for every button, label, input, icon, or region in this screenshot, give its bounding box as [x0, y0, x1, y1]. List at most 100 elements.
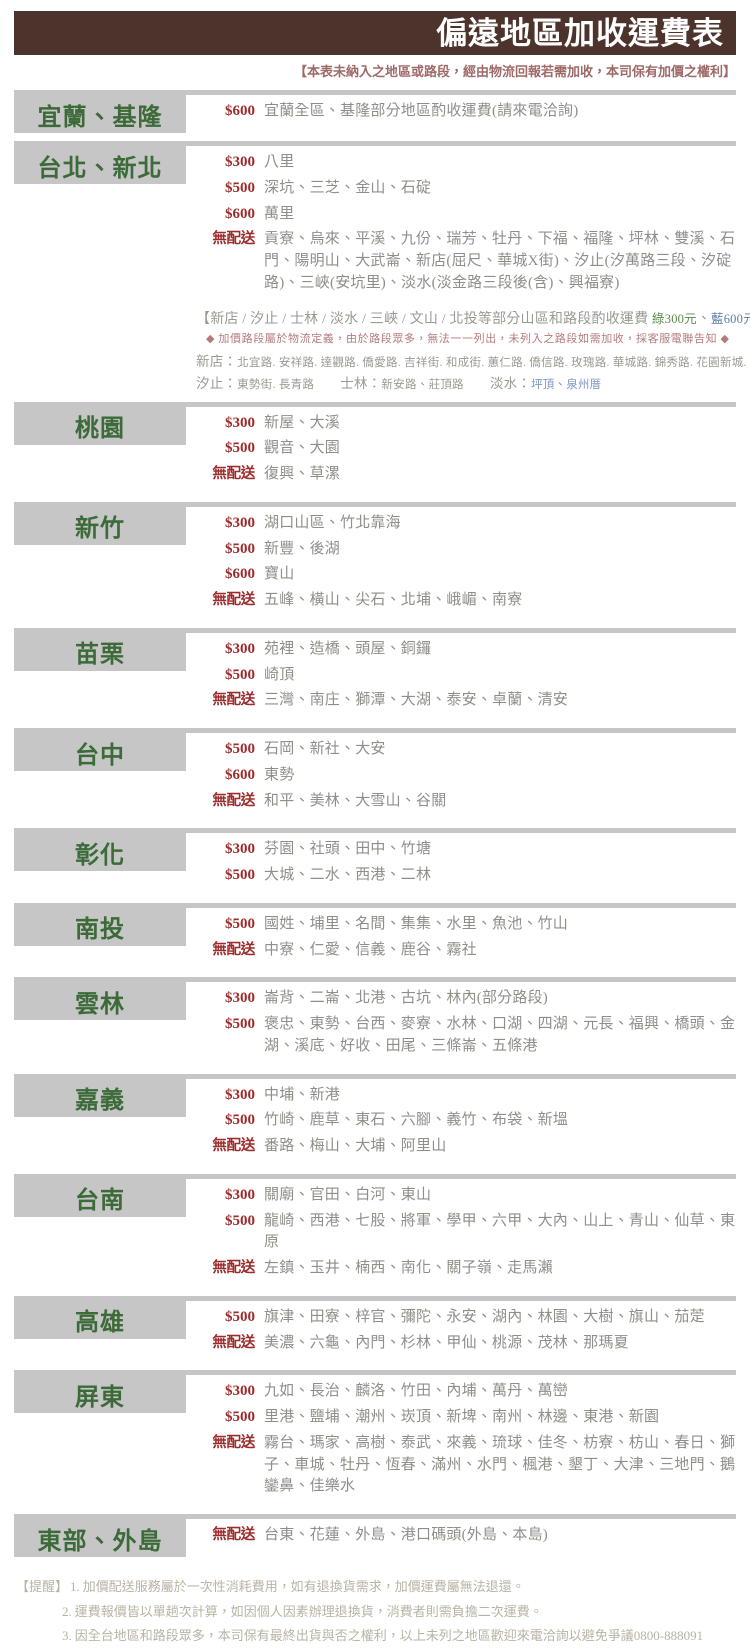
region-content: $300 芬園、社頭、田中、竹塘 $500 大城、二水、西港、二林: [186, 833, 736, 895]
places-list: 深坑、三芝、金山、石碇: [264, 179, 432, 196]
price-label: $300: [225, 841, 255, 858]
places-list: 大城、二水、西港、二林: [264, 867, 432, 883]
price-row: 無配送 番路、梅山、大埔、阿里山: [196, 1134, 736, 1160]
footer-note-number: 1.: [70, 1579, 80, 1594]
price-row: $500 新豐、後湖: [196, 537, 736, 563]
price-row: 無配送 霧台、瑪家、高樹、泰武、來義、琉球、佳冬、枋寮、枋山、春日、獅子、車城、牡…: [196, 1431, 736, 1500]
places-list: 霧台、瑪家、高樹、泰武、來義、琉球、佳冬、枋寮、枋山、春日、獅子、車城、牡丹、恆…: [264, 1434, 736, 1495]
section-divider: [14, 728, 736, 733]
places-list: 萬里: [264, 205, 295, 222]
no-delivery-label: 無配送: [212, 1334, 255, 1351]
regions-table: 宜蘭、基隆 $600 宜蘭全區、基隆部分地區酌收運費(請來電洽詢) 台北、新北 $300…: [0, 90, 750, 1557]
region-section: 台南 $300 關廟、官田、白河、東山 $500 龍崎、西港、七股、將軍、學甲、六甲、大…: [14, 1173, 736, 1288]
region-label: 桃園: [14, 406, 186, 445]
places-list: 國姓、埔里、名間、集集、水里、魚池、竹山: [264, 915, 569, 932]
places-list: 龍崎、西港、七股、將軍、學甲、六甲、大內、山上、青山、仙草、東原: [264, 1212, 736, 1251]
label-spacer: [14, 303, 186, 394]
note-blue-price: 藍600元: [711, 311, 750, 326]
price-label: $500: [225, 1112, 255, 1129]
note-roads-xizhi: 東勢街. 長青路: [237, 378, 315, 391]
places-list: 八里: [264, 154, 295, 170]
places-list: 芬園、社頭、田中、竹塘: [264, 841, 432, 858]
region-content: $300 八里 $500 深坑、三芝、金山、石碇 $600 萬里 無配送 貢寮、烏來、平溪、九…: [186, 146, 736, 303]
places-list: 九如、長治、麟洛、竹田、內埔、萬丹、萬巒: [264, 1383, 569, 1400]
section-body: 宜蘭、基隆 $600 宜蘭全區、基隆部分地區酌收運費(請來電洽詢): [14, 95, 736, 133]
price-row: $300 湖口山區、竹北靠海: [196, 511, 736, 537]
section-body: 高雄 $500 旗津、田寮、梓官、彌陀、永安、湖內、林園、大樹、旗山、茄萣 無配送 美濃…: [14, 1300, 736, 1363]
price-row: $300 苑裡、造橋、頭屋、銅鑼: [196, 637, 736, 663]
places-list: 三灣、南庄、獅潭、大湖、泰安、卓蘭、清安: [264, 692, 569, 709]
region-section: 新竹 $300 湖口山區、竹北靠海 $500 新豐、後湖 $600 寶山 無配送 五峰、橫山、尖…: [14, 501, 736, 620]
no-delivery-label: 無配送: [212, 692, 255, 709]
places-list: 中埔、新港: [264, 1086, 341, 1103]
section-body: 屏東 $300 九如、長治、麟洛、竹田、內埔、萬丹、萬巒 $500 里港、鹽埔、潮州、崁…: [14, 1375, 736, 1506]
price-row: 無配送 貢寮、烏來、平溪、九份、瑞芳、牡丹、下福、福隆、坪林、雙溪、石門、陽明山、…: [196, 227, 736, 296]
region-section: 桃園 $300 新屋、大溪 $500 觀音、大園 無配送 復興、草漯: [14, 401, 736, 494]
section-body: 東部、外島 無配送 台東、花蓮、外島、港口碼頭(外島、本島): [14, 1519, 736, 1557]
places-list: 新豐、後湖: [264, 540, 341, 557]
region-content: $300 新屋、大溪 $500 觀音、大園 無配送 復興、草漯: [186, 407, 736, 494]
section-divider: [14, 1370, 736, 1376]
no-delivery-label: 無配送: [212, 792, 255, 809]
note-green-price: 綠300元: [652, 311, 697, 326]
places-list: 褒忠、東勢、台西、麥寮、水林、口湖、四湖、元長、福興、橋頭、金湖、溪底、好收、田…: [264, 1016, 736, 1054]
footer-note-number: 3.: [62, 1628, 72, 1644]
note-headline: 【新店 / 汐止 / 士林 / 淡水 / 三峽 / 文山 / 北投等部分山區和路…: [196, 308, 750, 328]
region-label: 南投: [14, 907, 186, 946]
note-detail-area: 新店：: [196, 353, 238, 369]
section-divider: [14, 501, 736, 507]
footer-note-text: 加價配送服務屬於一次性消耗費用，如有退換貨需求，加價運費屬無法退還。: [82, 1579, 525, 1594]
price-row: $500 崎頂: [196, 663, 736, 689]
section-divider: [14, 141, 736, 146]
note-area-shilin: 士林：: [340, 375, 382, 391]
footer-notes: 【提醒】 1. 加價配送服務屬於一次性消耗費用，如有退換貨需求，加價運費屬無法退還。…: [0, 1565, 750, 1649]
price-row: 無配送 五峰、橫山、尖石、北埔、峨嵋、南寮: [196, 588, 736, 614]
region-label: 東部、外島: [14, 1519, 186, 1557]
note-headline-main: 【新店 / 汐止 / 士林 / 淡水 / 三峽 / 文山 / 北投等部分山區和路…: [196, 311, 653, 327]
region-content: $500 石岡、新社、大安 $600 東勢 無配送 和平、美林、大雪山、谷關: [186, 733, 736, 820]
note-area-tamsui: 淡水：: [489, 375, 532, 391]
price-label: $500: [225, 1409, 255, 1425]
price-label: $500: [225, 741, 255, 757]
places-list: 竹崎、鹿草、東石、六腳、義竹、布袋、新塭: [264, 1112, 569, 1129]
section-body: 雲林 $300 崙背、二崙、北港、古坑、林內(部分路段) $500 褒忠、東勢、台西、麥…: [14, 982, 736, 1065]
places-list: 關廟、官田、白河、東山: [264, 1186, 432, 1203]
region-section: 台中 $500 石岡、新社、大安 $600 東勢 無配送 和平、美林、大雪山、谷關: [14, 728, 736, 820]
places-list: 美濃、六龜、內門、杉林、甲仙、桃源、茂林、那瑪夏: [264, 1334, 629, 1351]
places-list: 旗津、田寮、梓官、彌陀、永安、湖內、林園、大樹、旗山、茄萣: [264, 1308, 705, 1325]
section-divider: [14, 1173, 736, 1179]
price-label: $500: [225, 915, 255, 932]
note-area-xizhi: 汐止：: [196, 375, 238, 391]
places-list: 湖口山區、竹北靠海: [264, 514, 401, 531]
price-row: $600 宜蘭全區、基隆部分地區酌收運費(請來電洽詢): [196, 99, 736, 125]
footer-note-item: 【提醒】 1. 加價配送服務屬於一次性消耗費用，如有退換貨需求，加價運費屬無法退還。: [16, 1575, 734, 1600]
price-row: $500 里港、鹽埔、潮州、崁頂、新埤、南州、林邊、東港、新園: [196, 1405, 736, 1431]
section-divider: [14, 1295, 736, 1301]
freight-table-page: 偏遠地區加收運費表 【本表未納入之地區或路段，經由物流回報若需加收，本司保有加價…: [0, 11, 750, 1649]
region-content: $300 湖口山區、竹北靠海 $500 新豐、後湖 $600 寶山 無配送 五峰、橫山、尖石、…: [186, 507, 736, 620]
price-label: $300: [225, 1383, 255, 1400]
section-divider: [14, 1073, 736, 1079]
price-row: $300 關廟、官田、白河、東山: [196, 1183, 736, 1209]
places-list: 貢寮、烏來、平溪、九份、瑞芳、牡丹、下福、福隆、坪林、雙溪、石門、陽明山、大武崙…: [264, 231, 736, 291]
price-row: $500 國姓、埔里、名間、集集、水里、魚池、竹山: [196, 912, 736, 938]
note-separator: 、: [696, 311, 712, 327]
price-row: $300 九如、長治、麟洛、竹田、內埔、萬丹、萬巒: [196, 1379, 736, 1405]
region-content: $300 中埔、新港 $500 竹崎、鹿草、東石、六腳、義竹、布袋、新塭 無配送 番路、梅…: [186, 1079, 736, 1166]
region-content: $500 國姓、埔里、名間、集集、水里、魚池、竹山 無配送 中寮、仁愛、信義、鹿谷、霧…: [186, 908, 736, 970]
price-row: 無配送 三灣、南庄、獅潭、大湖、泰安、卓蘭、清安: [196, 688, 736, 714]
section-body: 台中 $500 石岡、新社、大安 $600 東勢 無配送 和平、美林、大雪山、谷關: [14, 733, 736, 820]
places-list: 左鎮、玉井、楠西、南化、關子嶺、走馬瀨: [264, 1260, 553, 1276]
section-body: 桃園 $300 新屋、大溪 $500 觀音、大園 無配送 復興、草漯: [14, 406, 736, 494]
no-delivery-label: 無配送: [212, 1527, 255, 1543]
region-label: 苗栗: [14, 632, 186, 671]
section-body: 彰化 $300 芬園、社頭、田中、竹塘 $500 大城、二水、西港、二林: [14, 833, 736, 895]
no-delivery-label: 無配送: [212, 592, 255, 608]
price-label: $600: [225, 566, 255, 583]
places-list: 新屋、大溪: [264, 414, 341, 431]
section-body: 苗栗 $300 苑裡、造橋、頭屋、銅鑼 $500 崎頂 無配送 三灣、南庄、獅潭、大湖、泰安…: [14, 632, 736, 720]
section-body: 台南 $300 關廟、官田、白河、東山 $500 龍崎、西港、七股、將軍、學甲、六甲、大…: [14, 1178, 736, 1288]
note-detail-row-last: 汐止：東勢街. 長青路 士林：新安路、莊頂路 淡水：坪頂、泉州厝: [196, 370, 750, 392]
region-section: 台北、新北 $300 八里 $500 深坑、三芝、金山、石碇 $600 萬里 無配送 貢寮、烏來…: [14, 141, 750, 394]
no-delivery-label: 無配送: [212, 941, 255, 958]
